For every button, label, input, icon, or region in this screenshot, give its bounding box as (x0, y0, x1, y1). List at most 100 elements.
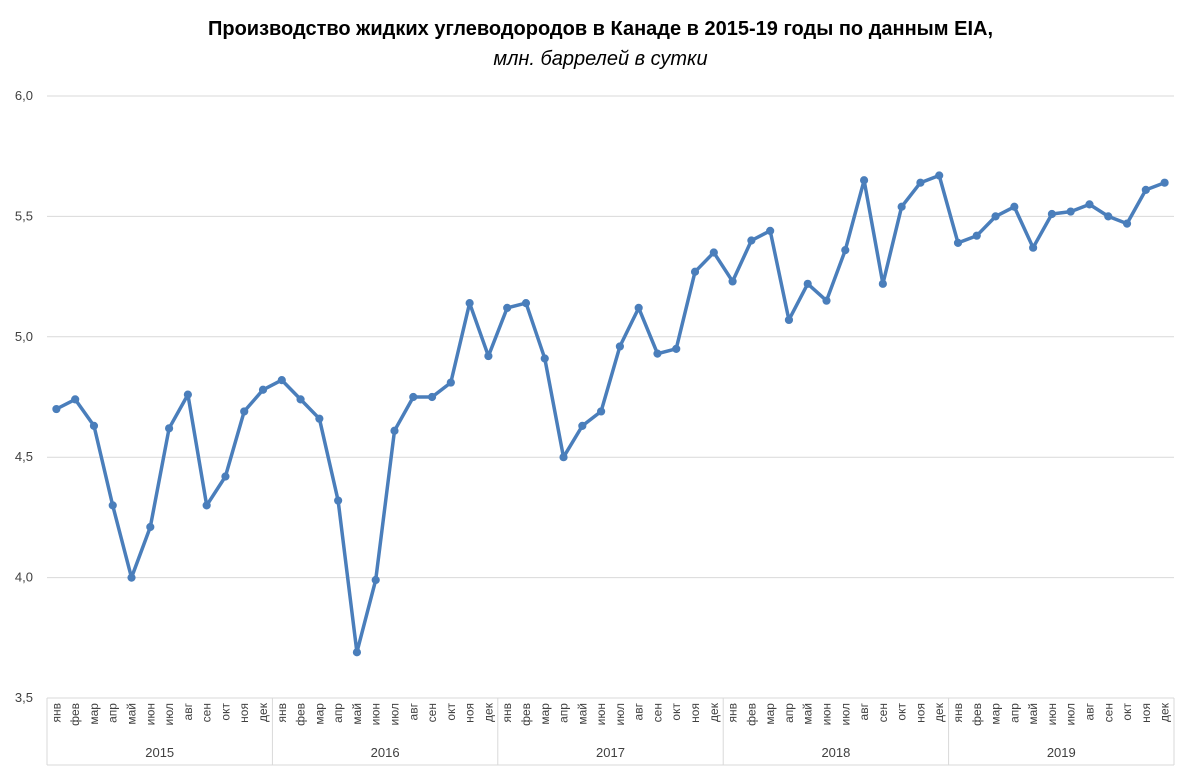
x-tick-label: авг (857, 702, 871, 720)
x-tick-label: июл (162, 703, 176, 725)
x-tick-label: окт (1120, 703, 1134, 721)
data-point (690, 267, 700, 276)
x-tick-label: июн (1045, 703, 1059, 725)
x-tick-label: ноя (1139, 703, 1153, 723)
data-point (540, 354, 549, 363)
x-tick-label: мар (87, 703, 101, 725)
data-point (916, 178, 925, 187)
data-point (578, 421, 587, 430)
x-tick-label: окт (444, 703, 458, 721)
year-label: 2015 (145, 745, 174, 760)
x-tick-label: окт (669, 703, 683, 721)
chart-title: Производство жидких углеводородов в Кана… (207, 18, 993, 40)
data-point (897, 202, 906, 211)
data-point (240, 407, 249, 416)
data-point (1066, 207, 1075, 216)
data-point (503, 303, 512, 313)
data-point (352, 648, 362, 657)
x-tick-label: ноя (237, 703, 251, 723)
data-point (766, 226, 775, 235)
x-tick-label: янв (726, 703, 740, 723)
x-tick-label: июн (369, 703, 383, 725)
x-tick-label: июн (820, 703, 834, 725)
year-label: 2017 (596, 745, 625, 760)
x-tick-label: апр (106, 703, 120, 723)
y-tick-label: 5,5 (15, 208, 33, 223)
data-point (953, 238, 963, 247)
data-point (1141, 185, 1150, 195)
x-tick-label: апр (331, 703, 345, 723)
data-point (164, 424, 174, 433)
data-point (146, 522, 155, 532)
x-tick-label: июн (143, 703, 157, 725)
x-tick-label: авг (1082, 702, 1096, 720)
x-tick-label: авг (632, 702, 646, 720)
x-tick-label: янв (49, 703, 63, 723)
data-point (841, 246, 850, 255)
x-tick-label: мар (989, 703, 1003, 725)
data-point (634, 303, 643, 313)
data-point (465, 298, 474, 308)
x-tick-label: янв (275, 703, 289, 723)
x-tick-label: авг (181, 702, 195, 720)
data-point (1029, 243, 1038, 252)
x-tick-label: фев (294, 703, 308, 726)
data-point (803, 279, 812, 288)
data-point (559, 453, 568, 462)
data-point (71, 395, 80, 404)
data-point (1047, 209, 1057, 219)
data-point (672, 344, 681, 353)
x-tick-label: июл (387, 703, 401, 725)
y-tick-label: 4,0 (15, 570, 33, 585)
x-tick-label: мар (312, 703, 326, 725)
x-tick-label: июн (594, 703, 608, 725)
data-point (972, 231, 981, 240)
gridlines (47, 95, 1174, 579)
x-tick-label: май (350, 703, 364, 725)
x-tick-label: окт (895, 703, 909, 721)
data-point (747, 236, 756, 245)
data-point (296, 395, 305, 404)
data-point (1122, 219, 1132, 228)
x-tick-label: апр (1007, 703, 1021, 723)
x-tick-label: фев (519, 703, 533, 726)
data-point (484, 351, 493, 361)
data-point (709, 248, 718, 257)
x-tick-label: окт (218, 703, 232, 721)
data-point (1010, 202, 1019, 211)
x-tick-label: сен (1101, 703, 1115, 722)
x-tick-label: мар (538, 703, 552, 725)
data-point (859, 176, 869, 185)
x-tick-label: июл (838, 703, 852, 725)
data-point (127, 573, 136, 582)
data-point (597, 407, 606, 416)
data-point (1085, 200, 1094, 209)
data-point (315, 414, 324, 423)
data-point (409, 392, 418, 402)
year-label: 2018 (821, 745, 850, 760)
data-point (1104, 212, 1113, 221)
data-point (89, 421, 99, 430)
x-tick-label: янв (951, 703, 965, 723)
x-tick-label: сен (425, 703, 439, 722)
x-tick-label: сен (200, 703, 214, 722)
year-label: 2016 (371, 745, 400, 760)
x-tick-label: фев (970, 703, 984, 726)
x-tick-label: авг (406, 702, 420, 720)
x-tick-label: фев (68, 703, 82, 726)
data-point (390, 426, 399, 435)
data-point (277, 376, 286, 385)
data-point (521, 298, 531, 308)
y-axis: 3,5 4,0 4,5 5,0 5,5 6,0 (15, 88, 33, 705)
chart-title-block: Производство жидких углеводородов в Кана… (0, 14, 1201, 74)
x-tick-label: ноя (688, 703, 702, 723)
x-tick-label: май (1026, 703, 1040, 725)
data-point (52, 404, 61, 414)
data-point (991, 212, 1000, 221)
x-tick-label: сен (650, 703, 664, 722)
data-point (334, 496, 343, 505)
x-tick-label: дек (1158, 702, 1172, 722)
data-point (615, 342, 624, 351)
y-tick-label: 5,0 (15, 329, 33, 344)
x-tick-label: фев (744, 703, 758, 726)
